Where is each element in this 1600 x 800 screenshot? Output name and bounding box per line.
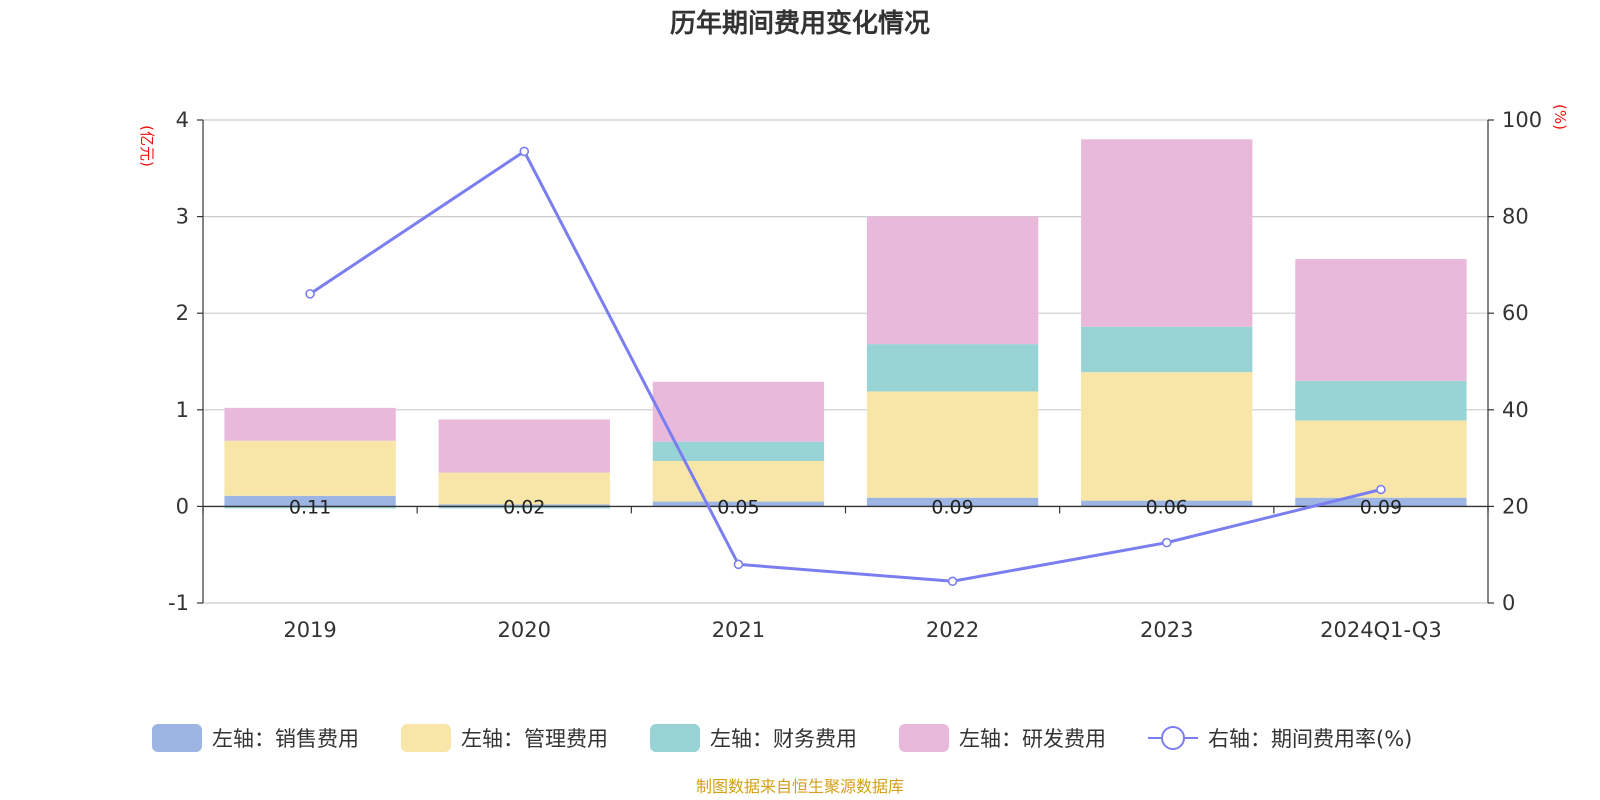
bar-segment xyxy=(1295,380,1467,421)
legend-marker-icon xyxy=(1161,726,1185,750)
rate-line-series xyxy=(305,146,1386,587)
x-axis-tick-label: 2021 xyxy=(712,618,765,642)
bar-segment xyxy=(224,440,396,496)
bar-segment xyxy=(224,506,396,509)
bar-data-label: 0.05 xyxy=(717,496,759,518)
data-labels: 0.11 0.02 0.05 0.09 0.06 0.09 xyxy=(289,496,1402,518)
source-note: 制图数据来自恒生聚源数据库 xyxy=(696,777,904,796)
left-axis-tick-label: 2 xyxy=(176,301,189,325)
bar-segment xyxy=(652,501,825,507)
x-axis-tick-label: 2024Q1-Q3 xyxy=(1320,618,1442,642)
right-axis-tick-label: 20 xyxy=(1502,494,1529,518)
bar-data-label: 0.06 xyxy=(1146,496,1188,518)
bar-data-label: 0.09 xyxy=(1360,496,1402,518)
bar-segment xyxy=(866,391,1039,498)
bar-segment xyxy=(1295,259,1467,381)
bar-segment xyxy=(224,407,396,441)
legend-swatch xyxy=(650,724,700,752)
bar-segment xyxy=(1081,139,1253,327)
bar-data-label: 0.11 xyxy=(289,496,331,518)
bar-segment xyxy=(1295,497,1467,507)
rate-point xyxy=(1376,484,1386,495)
bar-segment xyxy=(224,495,396,507)
legend-label: 左轴：管理费用 xyxy=(461,727,608,751)
bar-segment xyxy=(652,460,825,502)
rate-point xyxy=(519,146,530,157)
bar-segment xyxy=(438,506,610,509)
grid-lines xyxy=(203,119,1488,604)
bar-segment xyxy=(652,441,825,461)
left-axis-tick-label: -1 xyxy=(168,591,189,615)
legend-swatch xyxy=(152,724,202,752)
bar-segment xyxy=(866,216,1039,345)
left-axis-tick-label: 4 xyxy=(176,108,189,132)
rate-point xyxy=(305,289,315,299)
bar-segment xyxy=(438,472,610,505)
bar-segment xyxy=(866,497,1039,507)
bar-segment xyxy=(866,344,1039,392)
bar-segment xyxy=(438,419,610,473)
x-axis-tick-label: 2019 xyxy=(283,618,336,642)
chart-title: 历年期间费用变化情况 xyxy=(670,8,930,39)
rate-point xyxy=(733,559,744,570)
bar-segment xyxy=(1081,326,1253,373)
right-axis-tick-label: 100 xyxy=(1502,108,1542,132)
left-axis-tick-label: 3 xyxy=(176,205,189,229)
right-axis-tick-label: 0 xyxy=(1502,591,1515,615)
right-axis-unit: (%) xyxy=(1551,104,1569,130)
right-axis-tick-label: 80 xyxy=(1502,205,1529,229)
left-axis-tick-label: 0 xyxy=(176,494,189,518)
left-axis-tick-label: 1 xyxy=(176,398,189,422)
legend-label: 左轴：销售费用 xyxy=(212,727,359,751)
bar-data-label: 0.02 xyxy=(503,496,545,518)
rate-point xyxy=(1161,537,1172,548)
bar-segment xyxy=(652,381,825,442)
x-axis-tick-label: 2022 xyxy=(926,618,979,642)
x-axis-tick-label: 2023 xyxy=(1140,618,1193,642)
bar-segment xyxy=(1081,500,1253,507)
legend-swatch xyxy=(401,724,451,752)
legend-swatch xyxy=(899,724,949,752)
bar-segment xyxy=(438,504,610,507)
rate-line xyxy=(309,149,1382,583)
legend: 左轴：销售费用 左轴：管理费用 左轴：财务费用 左轴：研发费用 右轴：期间费用率(%) xyxy=(152,724,1412,752)
right-axis-tick-label: 60 xyxy=(1502,301,1529,325)
right-axis-tick-label: 40 xyxy=(1502,398,1529,422)
bar-data-label: 0.09 xyxy=(931,496,973,518)
bar-series xyxy=(224,139,1467,509)
bar-segment xyxy=(1081,372,1253,501)
left-axis-unit: (亿元) xyxy=(138,125,156,167)
x-axis-tick-label: 2020 xyxy=(498,618,551,642)
legend-label: 左轴：研发费用 xyxy=(959,727,1106,751)
legend-label: 右轴：期间费用率(%) xyxy=(1208,727,1412,751)
legend-label: 左轴：财务费用 xyxy=(710,727,857,751)
rate-point xyxy=(947,576,958,587)
